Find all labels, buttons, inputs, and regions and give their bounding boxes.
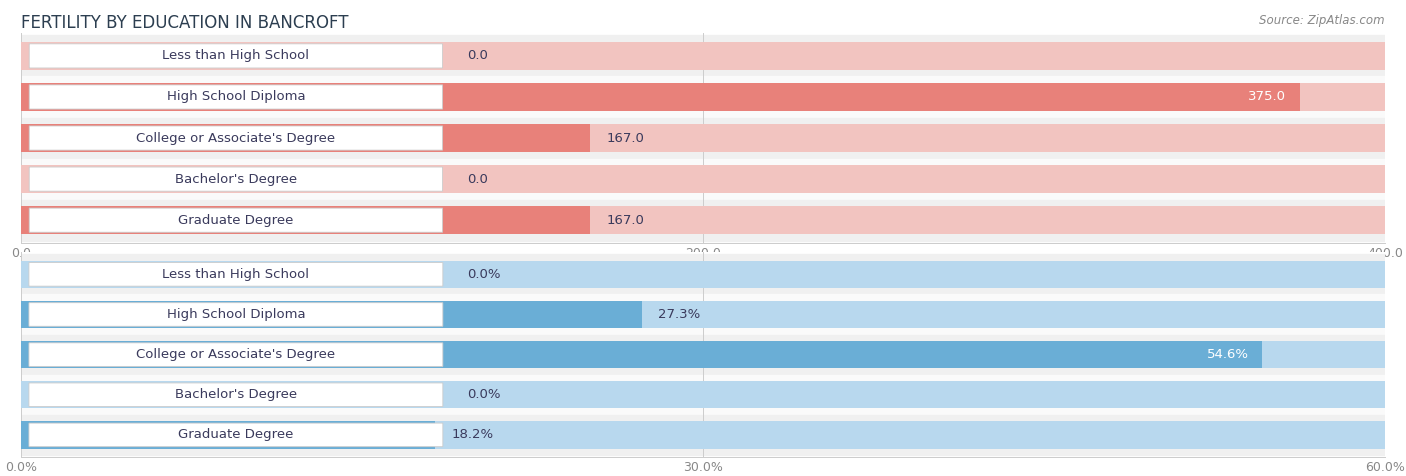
Text: Graduate Degree: Graduate Degree bbox=[179, 214, 294, 227]
Bar bbox=[21, 421, 1385, 448]
Bar bbox=[21, 254, 1385, 295]
Bar bbox=[21, 199, 1385, 241]
Bar bbox=[21, 165, 1385, 193]
Bar bbox=[21, 42, 1385, 70]
Text: Graduate Degree: Graduate Degree bbox=[179, 428, 294, 441]
Bar bbox=[21, 375, 1385, 415]
Bar bbox=[21, 124, 591, 152]
Text: 0.0: 0.0 bbox=[467, 50, 488, 62]
Text: Bachelor's Degree: Bachelor's Degree bbox=[174, 173, 297, 186]
Bar bbox=[21, 159, 1385, 199]
Bar bbox=[21, 301, 1385, 328]
FancyBboxPatch shape bbox=[30, 303, 443, 326]
FancyBboxPatch shape bbox=[30, 44, 443, 68]
Text: 375.0: 375.0 bbox=[1249, 90, 1286, 103]
Text: 167.0: 167.0 bbox=[607, 131, 645, 145]
Text: Less than High School: Less than High School bbox=[162, 268, 309, 281]
Text: 18.2%: 18.2% bbox=[451, 428, 494, 441]
Bar bbox=[21, 77, 1385, 118]
Text: High School Diploma: High School Diploma bbox=[166, 90, 305, 103]
Text: College or Associate's Degree: College or Associate's Degree bbox=[136, 348, 336, 361]
Bar bbox=[21, 301, 641, 328]
Text: Less than High School: Less than High School bbox=[162, 50, 309, 62]
Bar bbox=[21, 261, 1385, 288]
Text: 54.6%: 54.6% bbox=[1206, 348, 1249, 361]
FancyBboxPatch shape bbox=[30, 208, 443, 232]
Text: College or Associate's Degree: College or Associate's Degree bbox=[136, 131, 336, 145]
Bar bbox=[21, 124, 1385, 152]
FancyBboxPatch shape bbox=[30, 85, 443, 109]
Bar bbox=[21, 83, 1385, 111]
Bar bbox=[21, 118, 1385, 159]
Bar bbox=[21, 421, 434, 448]
Bar bbox=[21, 381, 1385, 408]
FancyBboxPatch shape bbox=[30, 263, 443, 286]
Bar bbox=[21, 206, 591, 234]
Bar bbox=[21, 295, 1385, 335]
Bar bbox=[21, 206, 1385, 234]
FancyBboxPatch shape bbox=[30, 423, 443, 446]
Bar bbox=[21, 83, 1299, 111]
Text: 0.0%: 0.0% bbox=[467, 268, 501, 281]
Text: 0.0: 0.0 bbox=[467, 173, 488, 186]
FancyBboxPatch shape bbox=[30, 343, 443, 367]
Bar bbox=[21, 341, 1385, 368]
Bar bbox=[21, 335, 1385, 375]
Text: 0.0%: 0.0% bbox=[467, 388, 501, 401]
Text: 167.0: 167.0 bbox=[607, 214, 645, 227]
FancyBboxPatch shape bbox=[30, 167, 443, 191]
Text: High School Diploma: High School Diploma bbox=[166, 308, 305, 321]
FancyBboxPatch shape bbox=[30, 126, 443, 150]
Text: Source: ZipAtlas.com: Source: ZipAtlas.com bbox=[1260, 14, 1385, 27]
Text: 27.3%: 27.3% bbox=[658, 308, 700, 321]
FancyBboxPatch shape bbox=[30, 383, 443, 407]
Bar bbox=[21, 35, 1385, 77]
Text: Bachelor's Degree: Bachelor's Degree bbox=[174, 388, 297, 401]
Text: FERTILITY BY EDUCATION IN BANCROFT: FERTILITY BY EDUCATION IN BANCROFT bbox=[21, 14, 349, 32]
Bar bbox=[21, 341, 1263, 368]
Bar bbox=[21, 415, 1385, 455]
